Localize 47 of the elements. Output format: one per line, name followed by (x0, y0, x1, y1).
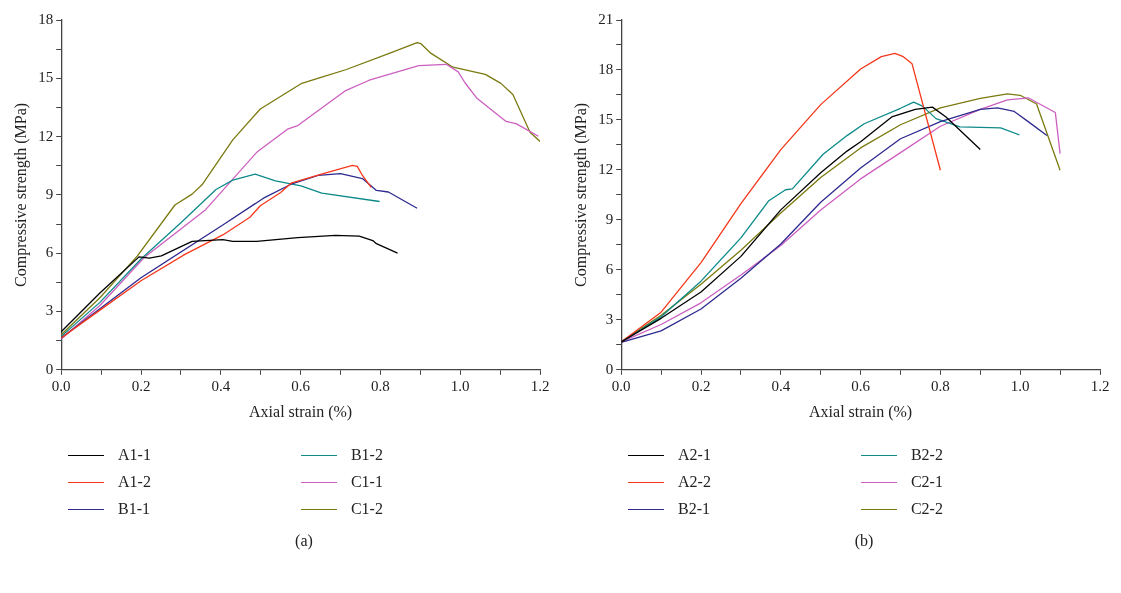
x-tick-label: 1.2 (1090, 377, 1110, 394)
y-tick-label: 12 (598, 160, 614, 177)
x-tick-label: 0.6 (291, 377, 311, 394)
legend-label: C1-1 (350, 473, 383, 491)
y-tick-label: 0 (45, 360, 54, 377)
x-tick-label: 0.8 (931, 377, 950, 394)
x-tick-label: 1.0 (1010, 377, 1030, 394)
x-tick-label: 0.2 (691, 377, 711, 394)
x-axis-title: Axial strain (%) (809, 402, 913, 421)
x-tick-label: 0.2 (131, 377, 151, 394)
text: (a) (294, 532, 314, 550)
legend-label: C2-2 (910, 500, 943, 518)
x-tick-label: 0.4 (771, 377, 791, 394)
y-tick-label: 9 (45, 185, 54, 202)
y-tick-label: 9 (605, 210, 614, 227)
y-tick-label: 21 (598, 10, 614, 27)
y-tick-label: 6 (605, 260, 614, 277)
y-axis-title: Compressive strength (MPa) (571, 102, 590, 287)
legend-label: B1-2 (350, 446, 383, 464)
legend-label: C1-2 (350, 500, 383, 518)
x-tick-label: 0.0 (611, 377, 631, 394)
x-axis-title: Axial strain (%) (249, 402, 353, 421)
legend-label: B2-1 (678, 500, 710, 518)
legend-label: A2-1 (678, 446, 711, 464)
y-tick-label: 12 (38, 127, 54, 144)
text: (b) (853, 532, 875, 550)
y-axis-title: Compressive strength (MPa) (11, 102, 30, 287)
legend-label: A1-1 (118, 446, 151, 464)
y-tick-label: 15 (598, 110, 614, 127)
y-tick-label: 15 (38, 69, 54, 86)
y-tick-label: 18 (598, 60, 614, 77)
legend-label: C2-1 (910, 473, 943, 491)
x-tick-label: 1.0 (450, 377, 470, 394)
y-tick-label: 3 (45, 302, 54, 319)
legend-label: A2-2 (678, 473, 711, 491)
x-tick-label: 1.2 (530, 377, 550, 394)
legend-label: B1-1 (118, 500, 150, 518)
y-tick-label: 6 (45, 244, 54, 261)
x-tick-label: 0.4 (211, 377, 231, 394)
legend-label: B2-2 (910, 446, 943, 464)
legend-label: A1-2 (118, 473, 151, 491)
y-tick-label: 3 (605, 310, 614, 327)
x-tick-label: 0.8 (371, 377, 390, 394)
y-tick-label: 18 (38, 10, 54, 27)
x-tick-label: 0.0 (51, 377, 71, 394)
y-tick-label: 0 (605, 360, 614, 377)
x-tick-label: 0.6 (851, 377, 871, 394)
